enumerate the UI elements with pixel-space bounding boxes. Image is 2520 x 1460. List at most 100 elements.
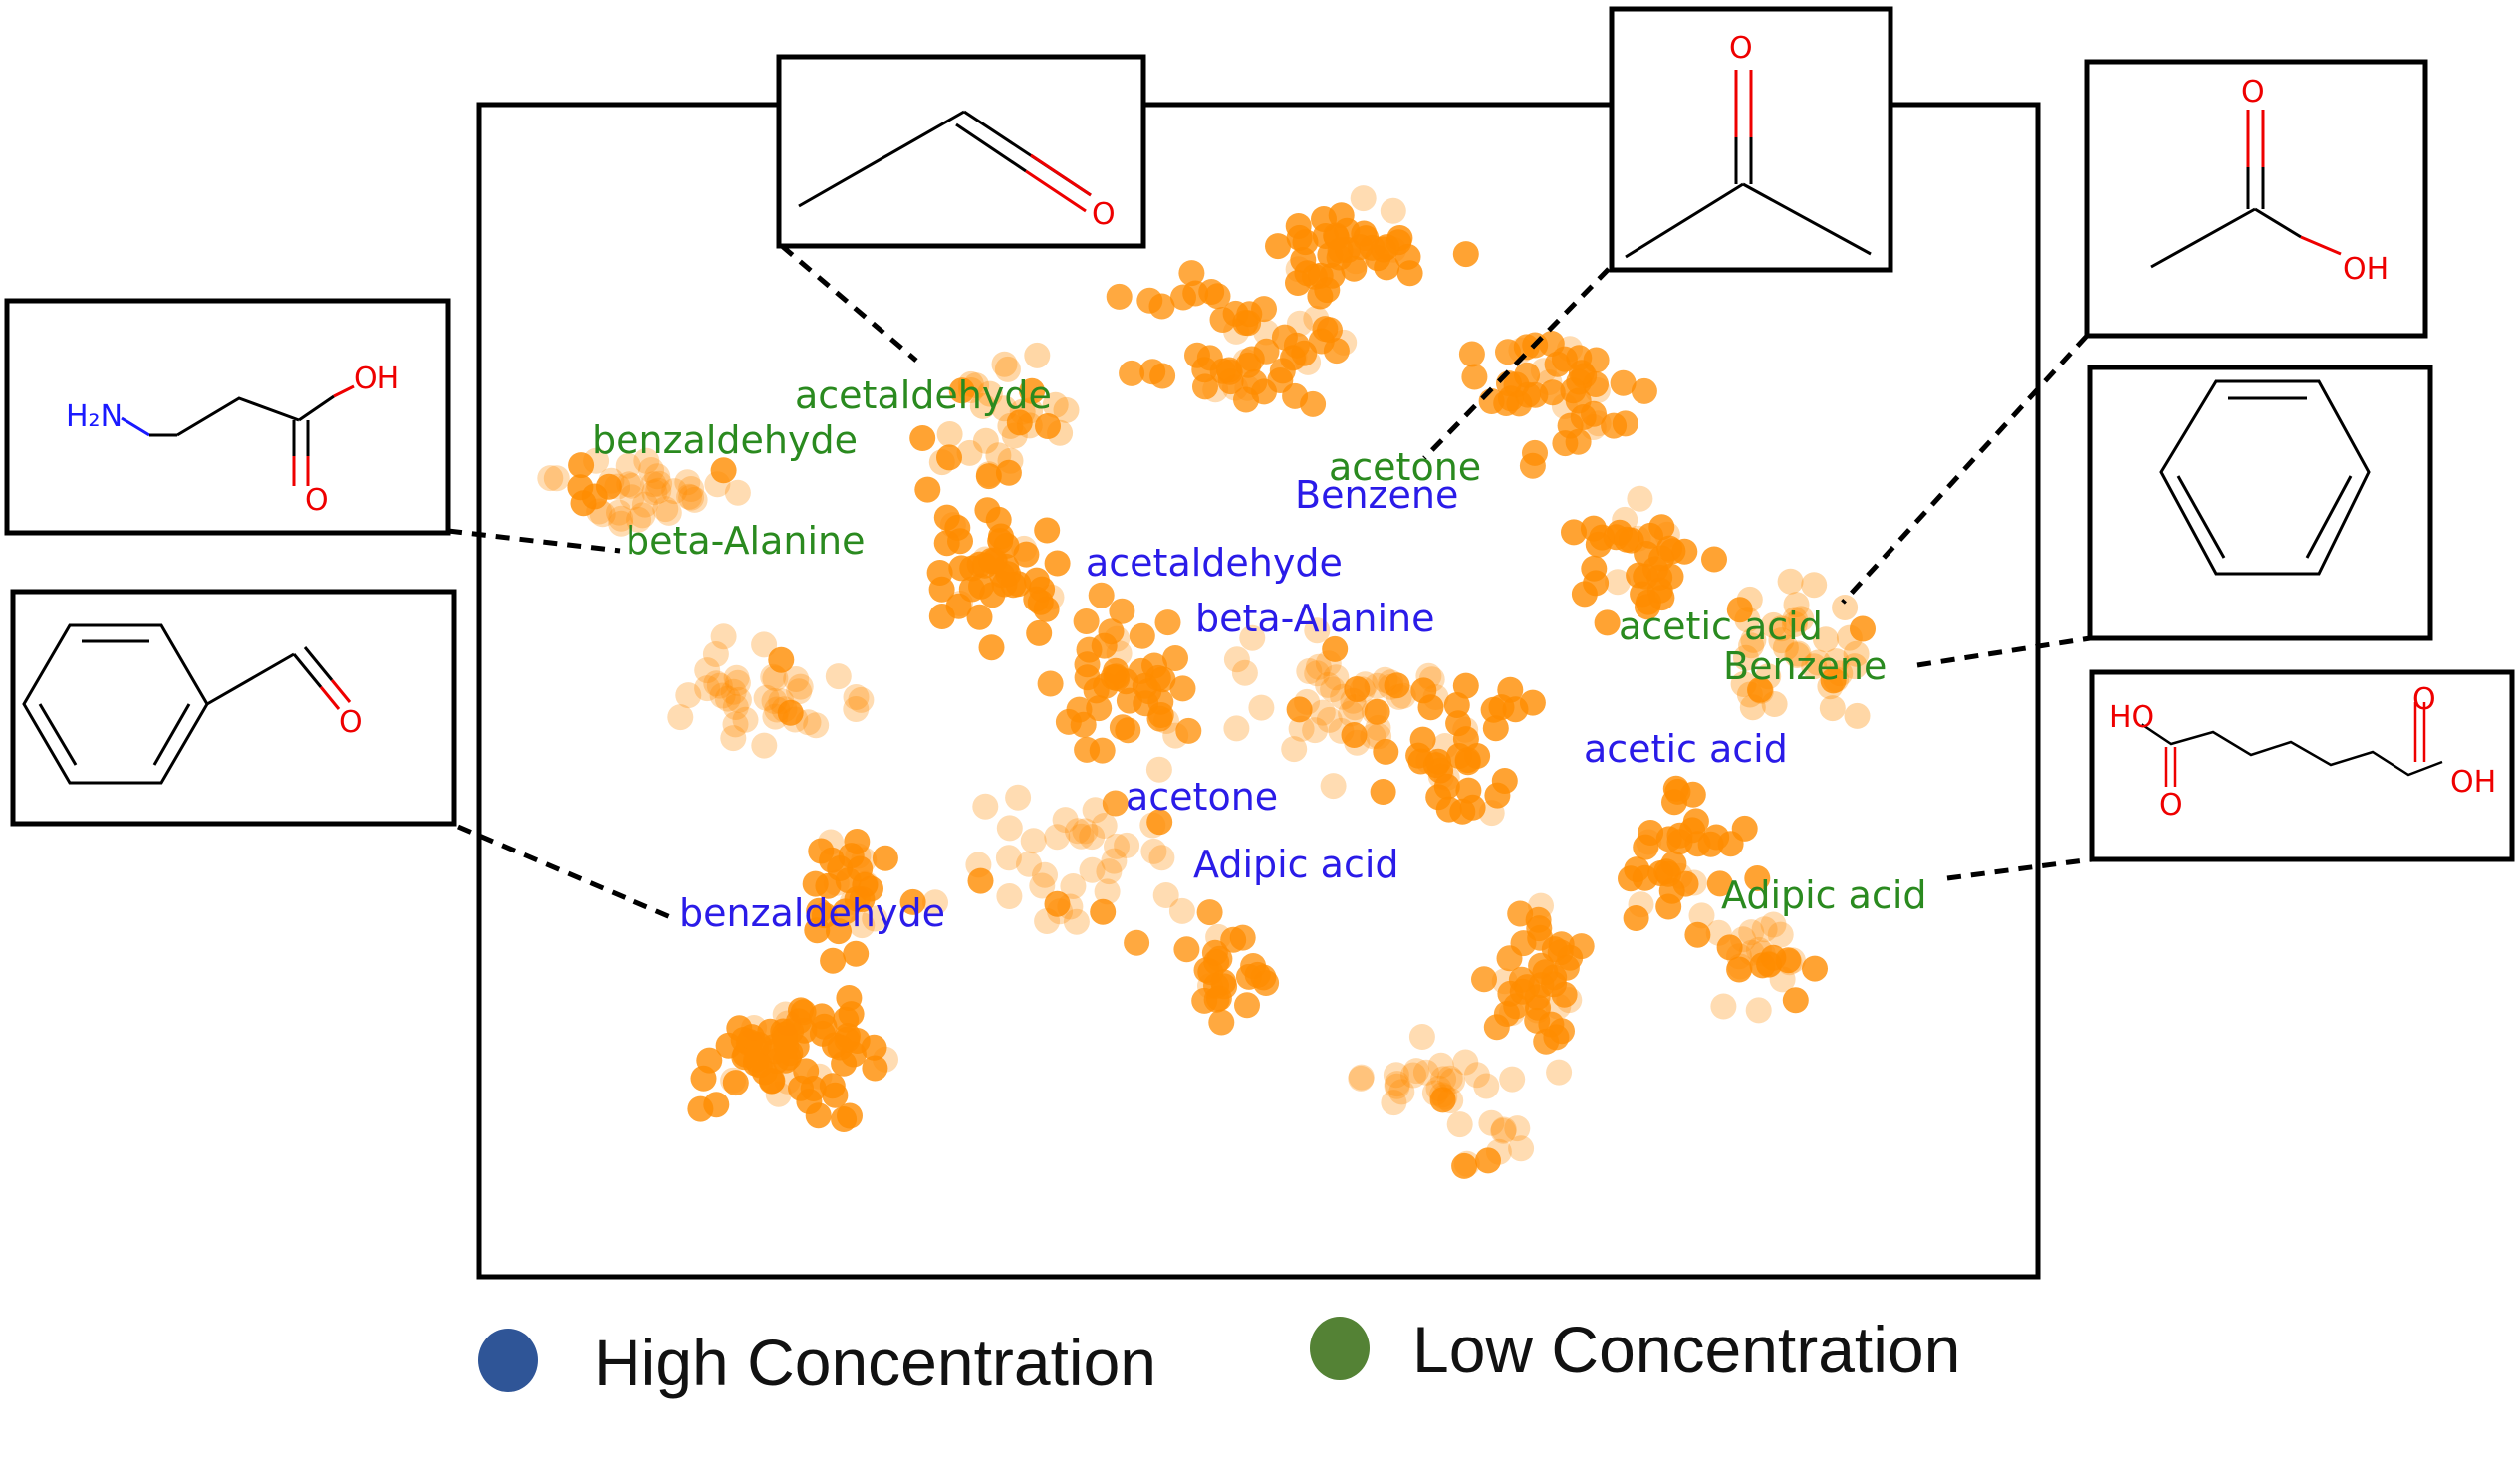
scatter-point [1633, 834, 1659, 860]
atom-label: O [1729, 31, 1753, 66]
scatter-point [1106, 283, 1133, 310]
scatter-point [1017, 397, 1044, 424]
scatter-point [1496, 945, 1523, 972]
scatter-point [802, 870, 829, 897]
scatter-point [1052, 807, 1079, 834]
scatter-point [1427, 763, 1454, 790]
atom-label: O [305, 483, 329, 518]
scatter-point [1543, 1024, 1570, 1051]
scatter-point [1196, 899, 1223, 926]
scatter-point [626, 506, 652, 533]
scatter-point [1421, 1080, 1448, 1106]
scatter-point [996, 815, 1023, 842]
scatter-point [1162, 722, 1189, 749]
scatter-point [1740, 626, 1767, 653]
scatter-point [1034, 517, 1061, 544]
scatter-point [1196, 345, 1223, 371]
scatter-point [694, 657, 721, 684]
scatter-point [1760, 611, 1787, 638]
scatter-point [1074, 651, 1101, 678]
scatter-point [732, 706, 759, 733]
scatter-point [991, 351, 1018, 377]
scatter-point [1348, 1065, 1375, 1092]
scatter-point [1384, 1073, 1410, 1099]
scatter-point [1013, 541, 1040, 568]
scatter-point [678, 476, 705, 502]
adipic-acid-structure-icon: HO O O OH [2089, 669, 2515, 862]
scatter-point [1103, 663, 1130, 690]
scatter-point [1271, 324, 1298, 351]
legend-marker-low [1310, 1317, 1370, 1380]
scatter-point [1551, 346, 1578, 372]
scatter-point [1322, 635, 1349, 662]
scatter-point [1269, 358, 1296, 384]
scatter-point [1528, 892, 1554, 919]
scatter-point [1060, 873, 1087, 899]
scatter-point [1409, 726, 1436, 753]
legend-label-high: High Concentration [594, 1326, 1156, 1399]
scatter-point [675, 682, 702, 709]
leader-line-beta-alanine [447, 528, 621, 554]
scatter-point [661, 478, 688, 505]
scatter-point [848, 686, 875, 713]
scatter-point [1149, 363, 1176, 389]
scatter-point [1253, 319, 1280, 346]
scatter-point [996, 883, 1023, 909]
scatter-point [1417, 694, 1444, 721]
scatter-point [819, 1073, 846, 1099]
scatter-point [1844, 702, 1871, 729]
scatter-point [1508, 1135, 1535, 1162]
scatter-point [1631, 377, 1657, 404]
scatter-point [1288, 715, 1315, 742]
scatter-point [825, 663, 852, 690]
scatter-point [782, 706, 809, 733]
scatter-point [1452, 1049, 1479, 1076]
scatter-point [1109, 598, 1135, 624]
scatter-point [1384, 1071, 1410, 1097]
scatter-point [1281, 736, 1308, 763]
scatter-point [1034, 908, 1061, 934]
scatter-point [702, 641, 729, 667]
scatter-point [1135, 678, 1162, 705]
scatter-point [1327, 237, 1354, 264]
acetone-structure-icon: O [1609, 6, 1893, 273]
scatter-point [1581, 400, 1607, 427]
beta-alanine-structure-icon: H₂N OH O [4, 298, 451, 536]
scatter-point [1024, 342, 1051, 368]
scatter-point [1102, 790, 1129, 817]
scatter-point [1114, 832, 1140, 858]
atom-label: OH [2450, 765, 2496, 800]
scatter-point [1073, 608, 1100, 634]
atom-label: O [2159, 788, 2183, 823]
scatter-point [1452, 241, 1479, 268]
scatter-point [1035, 413, 1061, 439]
scatter-point [1638, 522, 1663, 549]
legend-label-low: Low Concentration [1412, 1313, 1960, 1386]
scatter-point [1819, 695, 1846, 722]
scatter-point [1388, 1079, 1415, 1105]
scatter-point [786, 678, 813, 705]
scatter-point [1738, 632, 1765, 659]
scatter-point [1628, 891, 1654, 918]
scatter-point [1784, 642, 1811, 668]
scatter-point [1745, 997, 1772, 1024]
scatter-point [1101, 848, 1128, 874]
scatter-point [872, 845, 898, 871]
scatter-point [1782, 987, 1809, 1014]
scatter-point [947, 528, 973, 555]
low-label-benzaldehyde: benzaldehyde [592, 418, 858, 462]
scatter-point [724, 669, 751, 696]
scatter-point [606, 499, 631, 526]
scatter-point [957, 370, 984, 397]
scatter-point [1435, 796, 1462, 823]
scatter-point [641, 479, 668, 506]
scatter-point [638, 457, 665, 483]
scatter-point [1491, 768, 1518, 794]
legend: High Concentration Low Concentration [478, 1313, 1960, 1399]
scatter-point [991, 395, 1018, 422]
scatter-point [967, 867, 994, 894]
scatter-point [761, 688, 788, 714]
scatter-point [1380, 197, 1406, 224]
scatter-point [1090, 898, 1117, 925]
scatter-point [1147, 702, 1174, 728]
